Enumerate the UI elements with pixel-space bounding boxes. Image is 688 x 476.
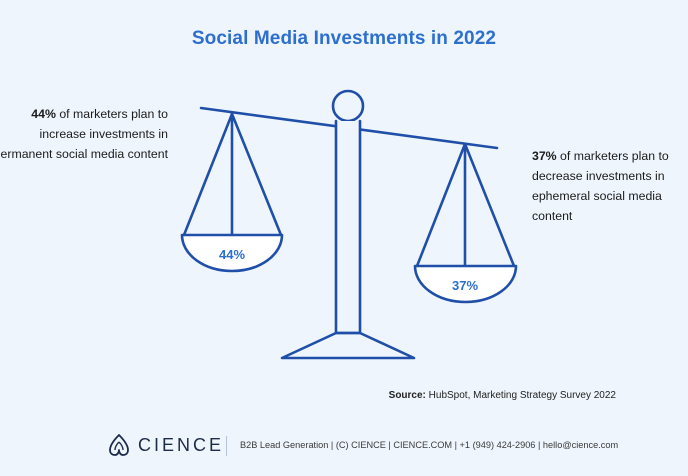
page-title: Social Media Investments in 2022 — [191, 28, 497, 49]
left-stat-text: 44% of marketers plan to increase invest… — [0, 104, 168, 164]
cience-logo: CIENCE — [108, 433, 224, 457]
left-pan — [180, 233, 284, 273]
scale-base — [280, 331, 416, 360]
scale-knob — [331, 89, 365, 123]
left-stat-description: of marketers plan to increase investment… — [0, 107, 168, 161]
right-stat-description: of marketers plan to decrease investment… — [532, 149, 669, 223]
footer-info: B2B Lead Generation | (C) CIENCE | CIENC… — [240, 440, 619, 450]
left-stat-value: 44% — [31, 107, 56, 121]
left-pan-label: 44% — [219, 247, 245, 262]
source-note: Source: HubSpot, Marketing Strategy Surv… — [389, 390, 616, 401]
footer-divider — [226, 436, 227, 456]
right-pan-strings — [415, 142, 516, 268]
cience-logo-text: CIENCE — [138, 434, 225, 455]
source-label: Source: — [388, 390, 426, 401]
right-stat-text: 37% of marketers plan to decrease invest… — [532, 146, 682, 226]
source-text: HubSpot, Marketing Strategy Survey 2022 — [425, 390, 616, 401]
right-stat-value: 37% — [532, 149, 557, 163]
right-pan — [413, 264, 518, 304]
scale-pillar — [334, 119, 362, 335]
right-pan-label: 37% — [452, 278, 478, 293]
footer: CIENCE B2B Lead Generation | (C) CIENCE … — [0, 418, 688, 476]
cience-logo-icon — [109, 434, 129, 456]
left-pan-strings — [182, 112, 283, 237]
